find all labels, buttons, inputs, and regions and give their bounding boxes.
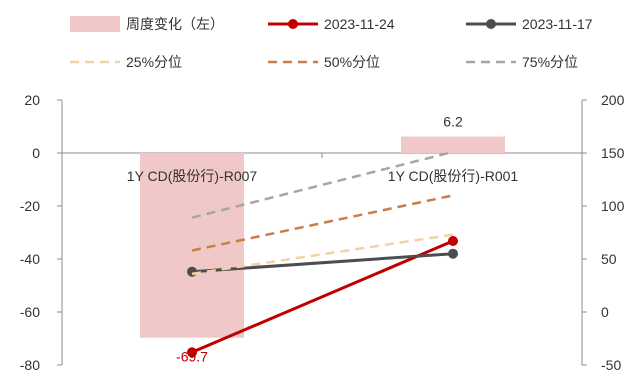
left-tick-label: 0 bbox=[32, 145, 40, 161]
legend-label: 25%分位 bbox=[126, 54, 182, 70]
legend-label: 75%分位 bbox=[522, 54, 578, 70]
series-line bbox=[191, 239, 454, 354]
series-point bbox=[448, 248, 458, 259]
left-tick-label: -40 bbox=[20, 251, 40, 267]
right-tick-label: 50 bbox=[601, 251, 617, 267]
left-tick-label: -20 bbox=[20, 198, 40, 214]
left-tick-label: -60 bbox=[20, 304, 40, 320]
bar bbox=[140, 153, 244, 338]
labels: 1Y CD(股份行)-R007 1Y CD(股份行)-R001 -69.7 6.2 bbox=[127, 114, 519, 365]
series-line bbox=[191, 252, 454, 274]
right-tick-label: 0 bbox=[601, 304, 609, 320]
legend: 周度变化（左） 2023-11-24 2023-11-17 25%分位 50%分位 75%… bbox=[70, 16, 593, 70]
category-label: 1Y CD(股份行)-R001 bbox=[388, 168, 519, 184]
left-tick-label: -80 bbox=[20, 357, 40, 370]
bar bbox=[401, 136, 505, 153]
series-point bbox=[187, 347, 197, 358]
legend-label: 50%分位 bbox=[324, 54, 380, 70]
data-label: 6.2 bbox=[443, 114, 463, 130]
category-label: 1Y CD(股份行)-R007 bbox=[127, 168, 258, 184]
bars bbox=[140, 136, 505, 338]
right-tick-label: -50 bbox=[601, 357, 621, 370]
series-point bbox=[448, 235, 458, 246]
legend-marker bbox=[288, 19, 298, 29]
lines bbox=[187, 150, 458, 358]
legend-label: 2023-11-17 bbox=[522, 16, 593, 32]
series-point bbox=[187, 266, 197, 277]
right-tick-label: 150 bbox=[601, 145, 625, 161]
data-label: -69.7 bbox=[176, 349, 208, 365]
right-tick-label: 100 bbox=[601, 198, 625, 214]
legend-marker bbox=[486, 19, 496, 29]
right-tick-label: 200 bbox=[601, 92, 625, 108]
legend-label: 2023-11-24 bbox=[324, 16, 395, 32]
legend-swatch bbox=[70, 16, 120, 32]
legend-label: 周度变化（左） bbox=[126, 16, 224, 32]
left-tick-label: 20 bbox=[24, 92, 40, 108]
